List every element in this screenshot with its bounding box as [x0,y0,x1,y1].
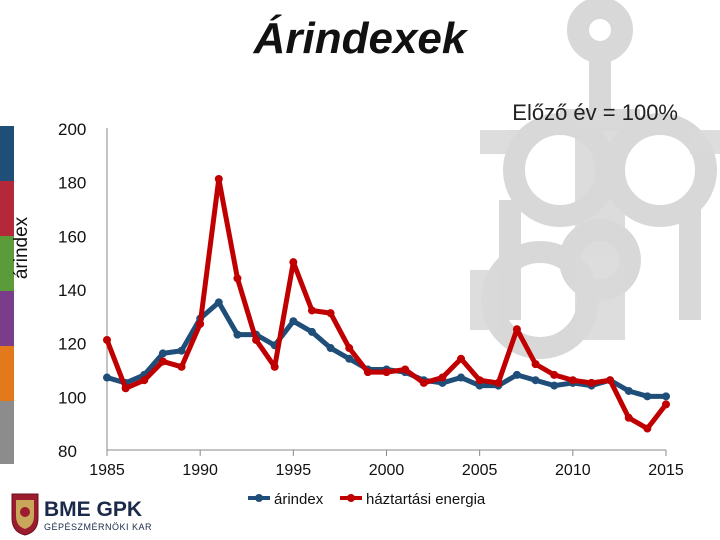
data-point [475,376,484,385]
data-point [643,392,652,401]
y-tick-label: 140 [58,281,86,300]
data-point [606,376,615,385]
side-stripe [0,346,14,401]
y-tick-label: 100 [58,388,86,407]
logo-main-text: BME GPK [44,498,142,521]
data-point [326,344,335,353]
data-point [233,274,242,283]
data-point [233,330,242,339]
data-point [252,335,261,344]
data-point [103,373,111,382]
slide-title: Árindexek [253,14,467,63]
legend-label: árindex [274,491,324,508]
x-tick-label: 1990 [182,462,218,479]
bme-gpk-logo: BME GPK GÉPÉSZMÉRNÖKI KAR [11,493,152,536]
x-tick-label: 2000 [369,462,405,479]
side-stripe [0,401,14,464]
data-point [177,346,186,355]
side-stripe [0,291,14,346]
data-point [494,378,503,387]
side-stripe [0,126,14,181]
data-point [158,349,167,358]
data-point [512,325,521,334]
data-point [103,335,111,344]
data-point [401,365,410,374]
data-point [158,357,167,366]
data-point [531,360,540,369]
legend-label: háztartási energia [366,491,486,508]
side-stripe [0,236,14,291]
chart-subtitle: Előző év = 100% [512,100,678,125]
data-point [550,381,559,390]
data-point [662,400,670,409]
data-point [326,309,335,318]
x-tick-label: 2005 [462,462,498,479]
data-point [438,373,447,382]
data-point [643,424,652,433]
y-tick-label: 200 [58,120,86,139]
data-point [214,298,223,307]
side-stripe [0,181,14,236]
y-tick-label: 160 [58,227,86,246]
x-tick-label: 1985 [89,462,125,479]
data-point [345,354,354,363]
data-point [512,370,521,379]
data-point [382,368,391,377]
data-point [289,258,298,267]
logo-sub-text: GÉPÉSZMÉRNÖKI KAR [44,522,152,532]
data-point [177,362,186,371]
data-point [196,319,205,328]
data-point [363,368,372,377]
data-point [457,354,466,363]
y-tick-label: 180 [58,174,86,193]
data-point [550,370,559,379]
data-point [662,392,670,401]
data-point [457,373,466,382]
crest-icon [11,493,39,536]
data-point [289,317,298,326]
data-point [419,378,428,387]
x-tick-label: 2015 [648,462,684,479]
data-point [307,327,316,336]
data-point [587,378,596,387]
data-point [345,344,354,353]
legend-marker [347,494,355,502]
series-line-energia [104,176,669,432]
y-tick-label: 120 [58,335,86,354]
data-point [624,386,633,395]
data-point [214,174,223,183]
x-tick-label: 1995 [276,462,312,479]
data-point [270,362,279,371]
data-point [140,376,149,385]
y-tick-label: 80 [58,442,77,461]
legend-marker [255,494,263,502]
data-point [531,376,540,385]
data-point [121,384,130,393]
data-point [307,306,316,315]
data-point [624,413,633,422]
x-tick-label: 2010 [555,462,591,479]
data-point [568,376,577,385]
